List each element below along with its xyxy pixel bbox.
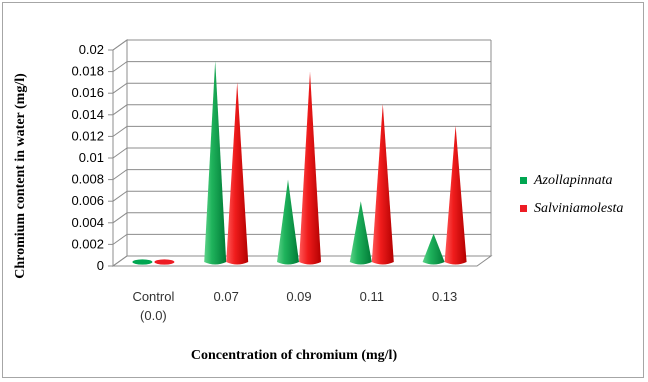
bar-azollapinnata-1 bbox=[204, 60, 227, 265]
gridline bbox=[112, 212, 491, 224]
bar-salviniamolesta-2 bbox=[299, 71, 321, 265]
y-tick-label: 0.008 bbox=[71, 172, 104, 187]
gridline bbox=[112, 125, 491, 137]
gridline bbox=[112, 82, 491, 94]
bar-azollapinnata-2 bbox=[277, 179, 299, 265]
x-tick-label: 0.13 bbox=[432, 289, 457, 304]
y-tick-label: 0.014 bbox=[71, 107, 104, 122]
bar-azollapinnata-4 bbox=[422, 233, 445, 265]
gridline bbox=[112, 147, 491, 159]
x-tick-label: 0.09 bbox=[286, 289, 311, 304]
gridline bbox=[112, 61, 491, 73]
y-tick-label: 0.004 bbox=[71, 215, 104, 230]
gridline bbox=[112, 39, 491, 51]
y-tick-label: 0.012 bbox=[71, 128, 104, 143]
bar-azollapinnata-0 bbox=[132, 259, 153, 265]
y-tick-label: 0.018 bbox=[71, 64, 104, 79]
legend-swatch-salviniamolesta bbox=[520, 205, 527, 212]
bar-salviniamolesta-0 bbox=[154, 259, 175, 265]
y-tick-label: 0.01 bbox=[79, 150, 104, 165]
y-tick-label: 0 bbox=[97, 258, 104, 273]
legend-swatch-azollapinnata bbox=[520, 177, 527, 184]
gridline bbox=[112, 190, 491, 202]
y-tick-label: 0.016 bbox=[71, 85, 104, 100]
gridline bbox=[112, 233, 491, 245]
x-tick-label: 0.07 bbox=[214, 289, 239, 304]
bar-azollapinnata-3 bbox=[349, 201, 372, 265]
chart-frame bbox=[2, 2, 644, 378]
x-tick-label: 0.11 bbox=[360, 289, 384, 304]
x-tick-label: (0.0) bbox=[140, 308, 167, 323]
legend-label-azollapinnata: Azollapinnata bbox=[533, 173, 613, 188]
y-axis-title: Chromium content in water (mg/l) bbox=[13, 73, 28, 279]
x-axis-title: Concentration of chromium (mg/l) bbox=[191, 348, 398, 363]
bar-salviniamolesta-3 bbox=[371, 104, 394, 265]
y-tick-label: 0.006 bbox=[71, 193, 104, 208]
gridline bbox=[112, 169, 491, 181]
y-tick-label: 0.002 bbox=[71, 236, 104, 251]
bar-salviniamolesta-4 bbox=[444, 125, 467, 265]
gridline bbox=[112, 104, 491, 116]
bar-salviniamolesta-1 bbox=[226, 82, 249, 265]
y-tick-label: 0.02 bbox=[79, 42, 104, 57]
legend-label-salviniamolesta: Salviniamolesta bbox=[534, 201, 623, 216]
x-tick-label: Control bbox=[132, 289, 174, 304]
